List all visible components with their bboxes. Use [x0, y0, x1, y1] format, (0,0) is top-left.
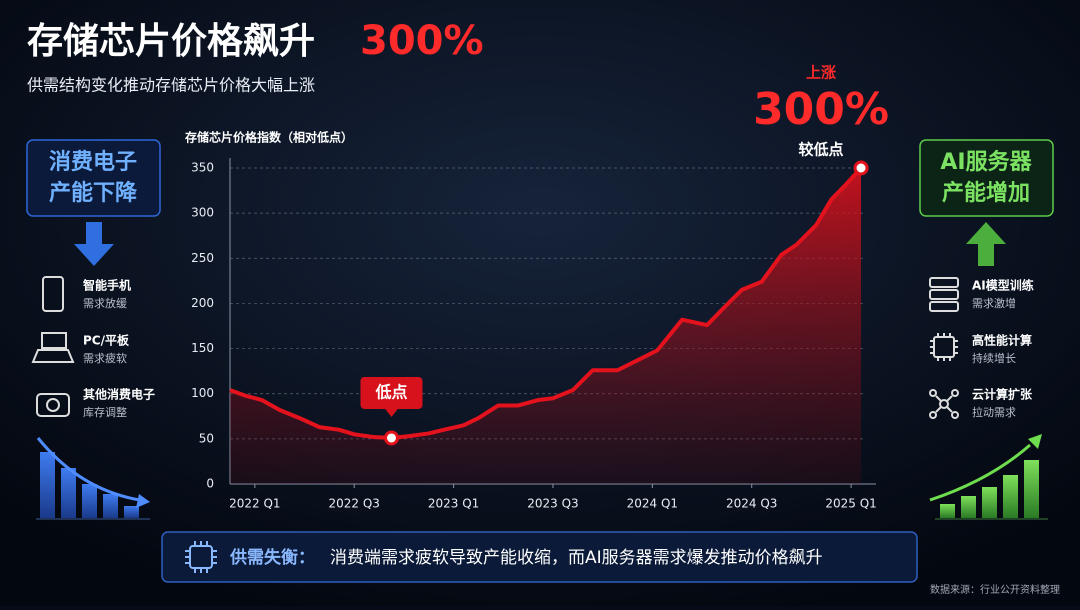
up-arrow	[966, 222, 1006, 266]
low-callout	[360, 376, 423, 409]
banner-icon	[185, 541, 217, 573]
y-tick-label: 200	[191, 296, 214, 310]
item-desc: 需求疲软	[83, 351, 127, 365]
banner-label: 供需失衡：	[229, 547, 315, 568]
y-tick-label: 50	[199, 431, 214, 445]
y-tick-label: 150	[191, 341, 214, 355]
key-point	[383, 430, 399, 446]
peak-bottom: 较低点	[799, 141, 844, 159]
x-tick-label: 2024 Q3	[726, 497, 777, 511]
y-tick-label: 300	[191, 206, 214, 220]
item-desc: 持续增长	[972, 351, 1016, 365]
x-tick-label: 2023 Q1	[428, 497, 479, 511]
right-title: 产能增加	[942, 180, 1030, 206]
camera-icon	[36, 393, 70, 417]
peak-value: 300%	[753, 84, 889, 135]
item-name: 云计算扩张	[972, 387, 1033, 402]
network-icon	[929, 389, 959, 419]
banner-text: 消费端需求疲软导致产能收缩，而AI服务器需求爆发推动价格飙升	[330, 548, 823, 568]
title-highlight: 300%	[360, 18, 484, 64]
chart: 0 50 100 150 200 250 300 350 2022 Q1 2022 Q3 2023 …	[191, 64, 889, 511]
item-name: PC/平板	[83, 333, 130, 348]
left-box	[26, 139, 161, 217]
decline-icon	[36, 437, 150, 520]
item-name: 高性能计算	[972, 333, 1032, 348]
y-tick-label: 0	[206, 477, 214, 491]
y-tick-label: 250	[191, 251, 214, 265]
item-desc: 需求激增	[972, 296, 1016, 310]
low-callout	[384, 407, 399, 417]
growth-icon	[929, 434, 1048, 520]
item-desc: 库存调整	[83, 405, 127, 419]
area	[230, 168, 862, 484]
down-arrow	[74, 222, 114, 266]
banner	[161, 531, 918, 583]
x-tick-label: 2023 Q3	[527, 497, 578, 511]
y-tick-label: 350	[191, 161, 214, 175]
y-axis-label: 存储芯片价格指数（相对低点）	[184, 130, 353, 145]
chip-icon	[930, 333, 958, 361]
laptop-icon	[31, 332, 75, 363]
peak-top: 上涨	[806, 64, 836, 82]
item-desc: 拉动需求	[972, 405, 1016, 419]
x-tick-label: 2022 Q3	[329, 497, 380, 511]
item-name: AI模型训练	[972, 278, 1034, 293]
key-point	[853, 160, 869, 176]
line	[229, 166, 863, 440]
low-label: 低点	[374, 382, 407, 401]
item-desc: 需求放缓	[83, 296, 127, 310]
right-title: AI服务器	[940, 150, 1032, 175]
left-title: 消费电子	[49, 150, 137, 175]
x-tick-label: 2025 Q1	[825, 497, 876, 511]
y-tick-label: 100	[191, 386, 214, 400]
left-title: 产能下降	[49, 180, 138, 206]
title: 存储芯片价格飙升	[27, 21, 315, 62]
right-box	[919, 139, 1054, 217]
phone-icon	[42, 276, 64, 312]
camera-icon	[46, 398, 60, 412]
x-tick-label: 2022 Q1	[229, 497, 280, 511]
item-name: 智能手机	[82, 278, 131, 293]
server-icon	[929, 277, 959, 312]
item-name: 其他消费电子	[83, 387, 155, 402]
subtitle: 供需结构变化推动存储芯片价格大幅上涨	[27, 76, 315, 95]
source: 数据来源：行业公开资料整理	[930, 583, 1060, 596]
x-tick-label: 2024 Q1	[627, 497, 678, 511]
